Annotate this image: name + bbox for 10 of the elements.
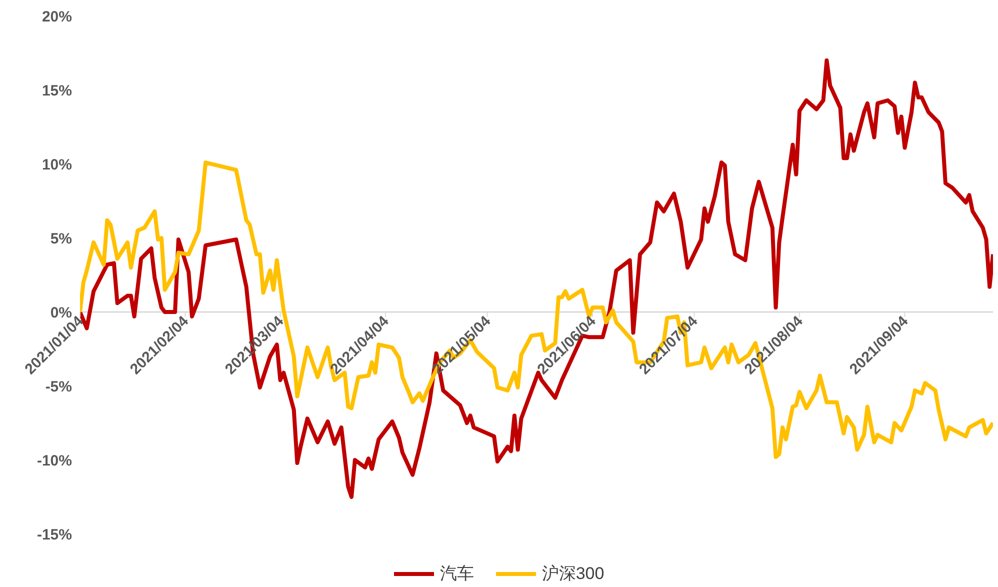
y-tick-label: 15% <box>42 82 72 100</box>
y-tick-label: 20% <box>42 8 72 26</box>
legend-label: 汽车 <box>440 563 474 585</box>
y-tick-label: -5% <box>45 378 72 396</box>
y-tick-label: 5% <box>50 230 72 248</box>
y-tick-label: 0% <box>50 304 72 322</box>
y-tick-label: 10% <box>42 156 72 174</box>
y-tick-label: -10% <box>36 452 72 470</box>
y-tick-label: -15% <box>36 526 72 544</box>
legend-label: 沪深300 <box>542 563 604 585</box>
